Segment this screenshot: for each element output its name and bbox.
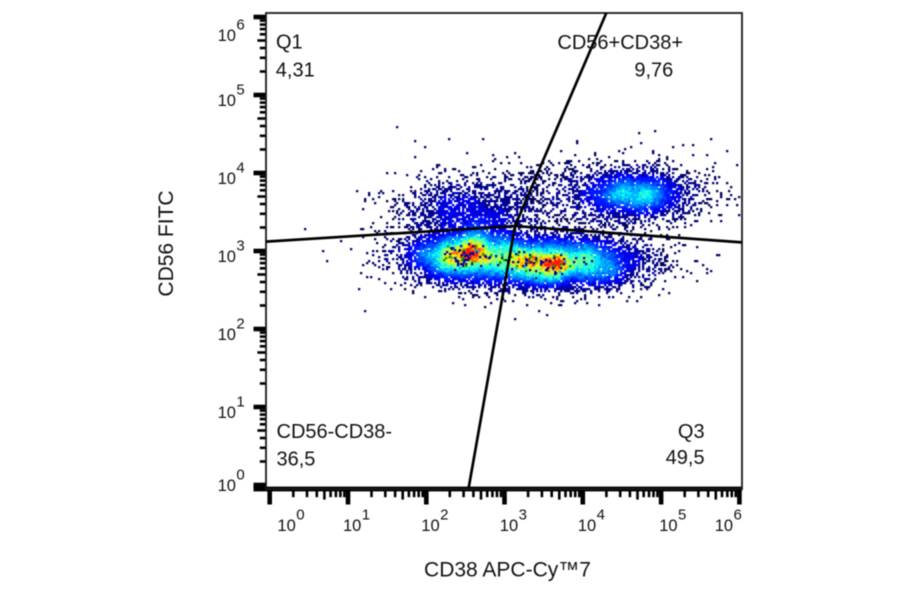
svg-text:4,31: 4,31 (276, 59, 315, 81)
svg-text:3: 3 (236, 238, 244, 255)
svg-text:1: 1 (236, 394, 244, 411)
svg-text:36,5: 36,5 (277, 449, 316, 471)
svg-text:9,76: 9,76 (634, 59, 673, 81)
svg-text:6: 6 (734, 507, 742, 524)
svg-text:10: 10 (218, 248, 236, 266)
svg-text:2: 2 (236, 316, 244, 333)
svg-text:0: 0 (296, 507, 304, 524)
svg-text:10: 10 (218, 170, 236, 188)
svg-text:5: 5 (678, 507, 686, 524)
svg-text:Q1: Q1 (276, 32, 303, 54)
svg-text:CD56-CD38-: CD56-CD38- (277, 421, 393, 443)
svg-text:4: 4 (597, 507, 605, 524)
svg-text:Q3: Q3 (678, 421, 705, 443)
svg-text:10: 10 (500, 517, 518, 535)
svg-text:10: 10 (659, 517, 677, 535)
svg-text:10: 10 (343, 517, 361, 535)
svg-text:10: 10 (218, 326, 236, 344)
svg-text:0: 0 (236, 466, 244, 483)
svg-text:10: 10 (715, 517, 733, 535)
svg-text:1: 1 (362, 507, 370, 524)
svg-text:4: 4 (236, 160, 244, 177)
svg-text:10: 10 (578, 517, 596, 535)
svg-text:CD38 APC-Cy™7: CD38 APC-Cy™7 (424, 559, 591, 582)
svg-text:10: 10 (421, 517, 439, 535)
svg-text:2: 2 (440, 507, 448, 524)
svg-text:10: 10 (277, 517, 295, 535)
svg-text:49,5: 49,5 (666, 447, 705, 469)
svg-text:10: 10 (218, 27, 236, 45)
svg-text:10: 10 (218, 404, 236, 422)
svg-text:5: 5 (236, 81, 244, 98)
svg-text:6: 6 (236, 16, 244, 33)
svg-text:10: 10 (218, 477, 236, 495)
svg-text:3: 3 (519, 507, 527, 524)
svg-text:CD56 FITC: CD56 FITC (155, 190, 178, 296)
svg-text:10: 10 (218, 92, 236, 110)
svg-text:CD56+CD38+: CD56+CD38+ (557, 32, 683, 54)
